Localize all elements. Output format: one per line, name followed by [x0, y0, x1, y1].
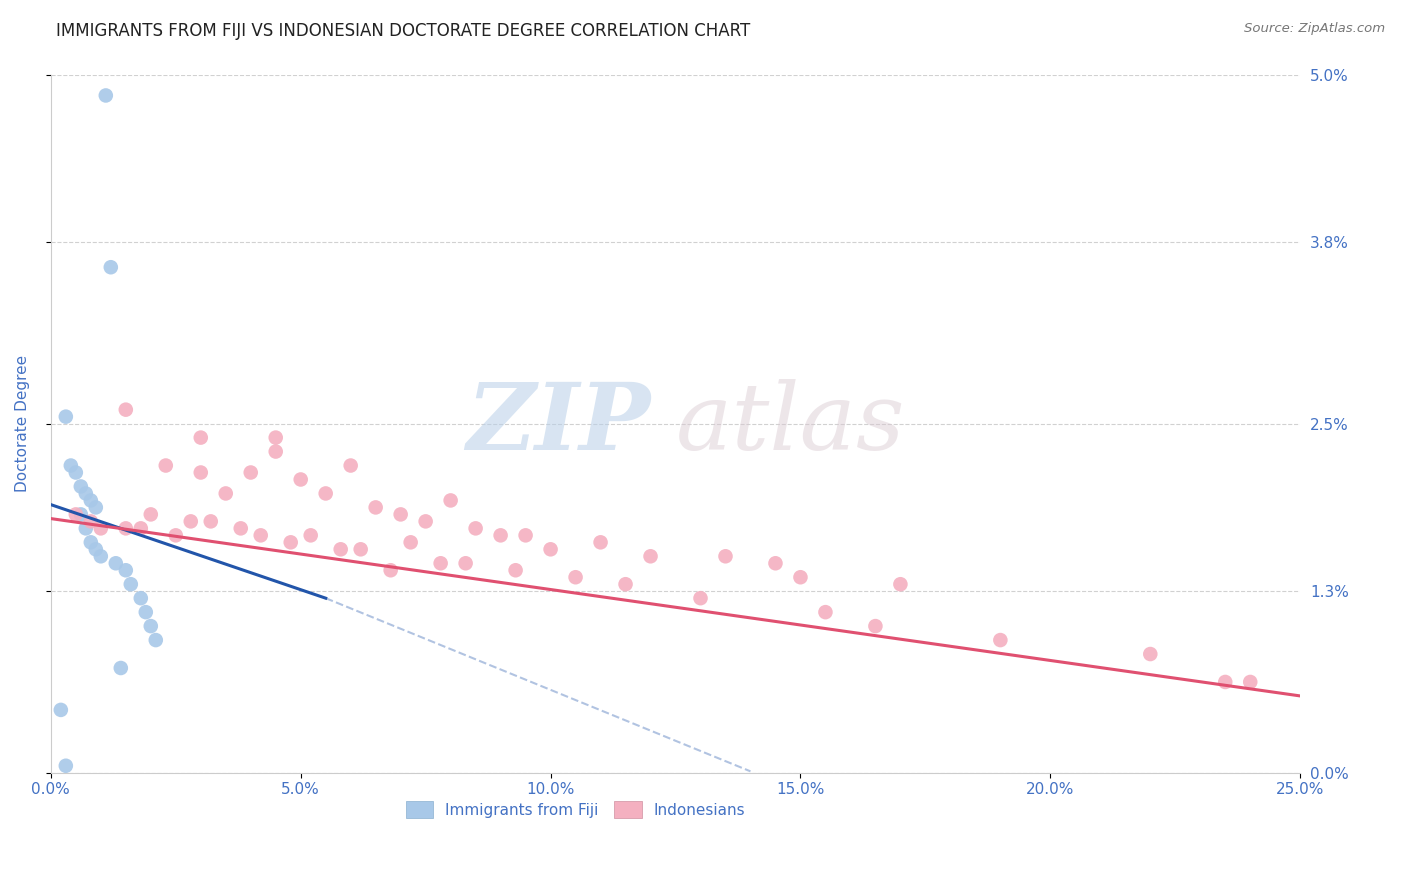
Point: [80, 535, 103, 549]
Point: [65, 508, 87, 522]
Point: [114, 563, 136, 577]
Point: [1213, 675, 1236, 690]
Point: [299, 528, 322, 542]
Point: [200, 515, 222, 529]
Point: [75, 486, 97, 500]
Point: [49, 703, 72, 717]
Point: [215, 486, 238, 500]
Point: [114, 521, 136, 535]
Point: [364, 500, 387, 515]
Point: [155, 458, 177, 473]
Point: [90, 549, 112, 564]
Point: [380, 563, 402, 577]
Point: [80, 493, 103, 508]
Point: [865, 619, 887, 633]
Point: [129, 521, 152, 535]
Point: [69, 508, 91, 522]
Text: ZIP: ZIP: [467, 378, 651, 468]
Point: [114, 402, 136, 417]
Point: [55, 409, 77, 424]
Point: [714, 549, 737, 564]
Point: [640, 549, 662, 564]
Point: [290, 473, 312, 487]
Point: [339, 458, 361, 473]
Point: [65, 466, 87, 480]
Point: [1139, 647, 1161, 661]
Point: [94, 88, 117, 103]
Text: atlas: atlas: [675, 378, 905, 468]
Point: [814, 605, 837, 619]
Y-axis label: Doctorate Degree: Doctorate Degree: [15, 355, 30, 492]
Point: [129, 591, 152, 606]
Point: [80, 515, 103, 529]
Point: [315, 486, 337, 500]
Point: [399, 535, 422, 549]
Point: [55, 758, 77, 772]
Point: [489, 528, 512, 542]
Point: [689, 591, 711, 606]
Point: [415, 515, 437, 529]
Point: [75, 521, 97, 535]
Point: [264, 431, 287, 445]
Point: [440, 493, 463, 508]
Point: [180, 515, 202, 529]
Point: [104, 556, 127, 570]
Point: [350, 542, 373, 557]
Point: [454, 556, 477, 570]
Point: [84, 542, 107, 557]
Point: [889, 577, 911, 591]
Point: [59, 458, 82, 473]
Point: [84, 500, 107, 515]
Point: [165, 528, 187, 542]
Point: [564, 570, 586, 584]
Point: [515, 528, 537, 542]
Text: Source: ZipAtlas.com: Source: ZipAtlas.com: [1244, 22, 1385, 36]
Point: [464, 521, 486, 535]
Point: [429, 556, 451, 570]
Point: [789, 570, 811, 584]
Legend: Immigrants from Fiji, Indonesians: Immigrants from Fiji, Indonesians: [399, 795, 752, 824]
Point: [249, 528, 271, 542]
Point: [589, 535, 612, 549]
Point: [389, 508, 412, 522]
Point: [100, 260, 122, 275]
Point: [135, 605, 157, 619]
Point: [540, 542, 562, 557]
Point: [505, 563, 527, 577]
Point: [190, 431, 212, 445]
Point: [139, 619, 162, 633]
Point: [229, 521, 252, 535]
Point: [765, 556, 787, 570]
Point: [190, 466, 212, 480]
Point: [120, 577, 142, 591]
Point: [264, 444, 287, 458]
Point: [1239, 675, 1261, 690]
Point: [139, 508, 162, 522]
Point: [239, 466, 262, 480]
Text: IMMIGRANTS FROM FIJI VS INDONESIAN DOCTORATE DEGREE CORRELATION CHART: IMMIGRANTS FROM FIJI VS INDONESIAN DOCTO…: [56, 22, 751, 40]
Point: [614, 577, 637, 591]
Point: [90, 521, 112, 535]
Point: [110, 661, 132, 675]
Point: [990, 633, 1012, 648]
Point: [329, 542, 352, 557]
Point: [145, 633, 167, 648]
Point: [280, 535, 302, 549]
Point: [69, 479, 91, 493]
